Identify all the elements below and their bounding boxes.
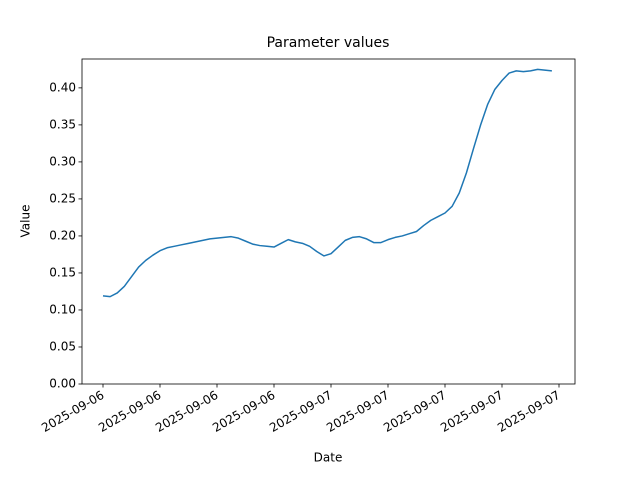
y-tick-label: 0.05 xyxy=(49,339,76,353)
plot-frame xyxy=(81,58,576,385)
y-tick-label: 0.25 xyxy=(49,191,76,205)
y-tick-label: 0.40 xyxy=(49,80,76,94)
y-tick-label: 0.15 xyxy=(49,265,76,279)
chart-title: Parameter values xyxy=(267,35,390,51)
y-tick-label: 0.00 xyxy=(49,377,76,391)
y-tick-label: 0.10 xyxy=(49,302,76,316)
x-axis-label: Date xyxy=(314,451,343,465)
y-tick-label: 0.30 xyxy=(49,154,76,168)
y-tick-label: 0.20 xyxy=(49,228,76,242)
y-tick-label: 0.35 xyxy=(49,117,76,131)
y-axis-label: Value xyxy=(19,205,33,238)
data-line xyxy=(102,68,552,298)
